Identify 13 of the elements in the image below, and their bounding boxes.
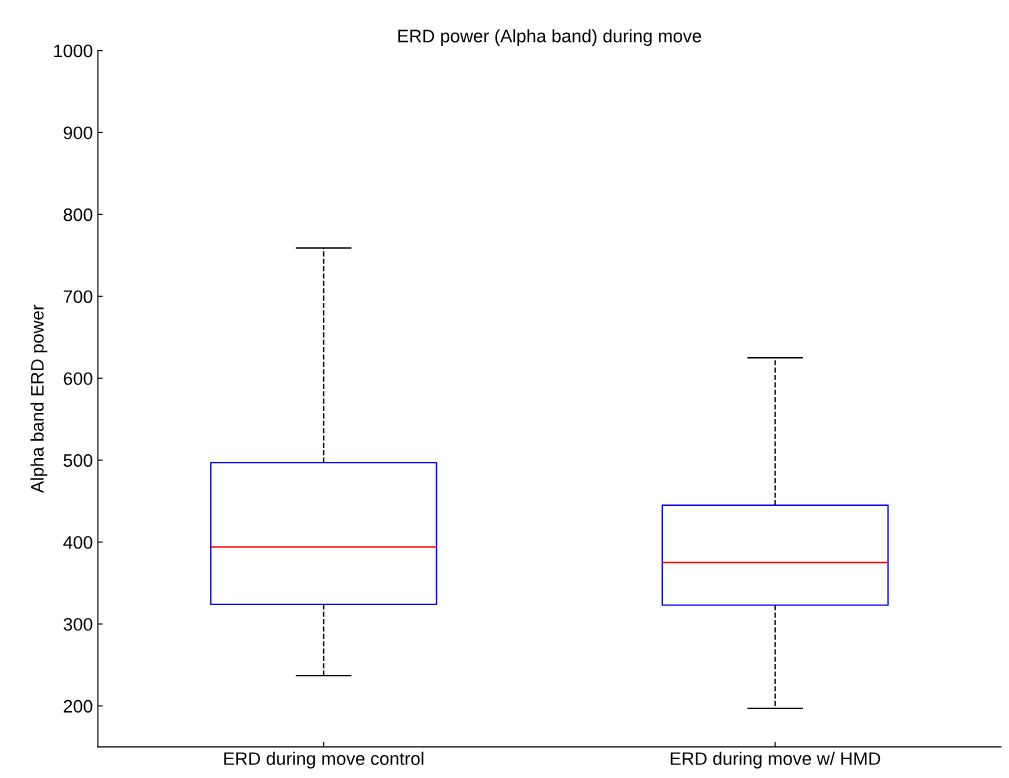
y-tick-label: 200 [63, 699, 93, 713]
y-tick-label: 900 [63, 126, 93, 140]
y-tick-label: 600 [63, 372, 93, 385]
y-tick-label: 700 [63, 290, 93, 304]
y-tick-label: 1000 [54, 44, 93, 58]
x-tick-label: ERD during move w/ HMD [670, 751, 881, 769]
y-axis-title: Alpha band ERD power [30, 304, 48, 494]
y-tick-label: 500 [63, 454, 93, 467]
y-tick-label: 300 [63, 617, 93, 631]
x-tick-label: ERD during move control [224, 751, 424, 769]
y-tick-label: 400 [63, 536, 93, 549]
y-tick-label: 800 [63, 208, 93, 222]
chart-title: ERD power (Alpha band) during move [398, 29, 702, 46]
